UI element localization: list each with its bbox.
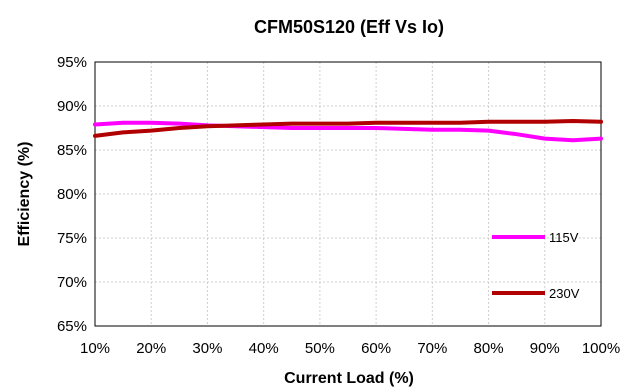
x-tick-label: 90% (530, 340, 560, 357)
series-lines (93, 119, 603, 143)
y-tick-label: 70% (57, 274, 87, 291)
x-tick-label: 20% (136, 340, 166, 357)
x-tick-label: 40% (249, 340, 279, 357)
x-axis-ticks: 10% 20% 30% 40% 50% 60% 70% 80% 90% 100% (80, 340, 620, 357)
x-tick-label: 70% (417, 340, 447, 357)
x-axis-title: Current Load (%) (284, 370, 414, 387)
y-tick-label: 90% (57, 98, 87, 115)
legend-label: 115V (549, 230, 579, 245)
plot-frame (94, 61, 602, 327)
x-tick-label: 100% (582, 340, 620, 357)
legend: 115V 230V (492, 230, 580, 301)
y-tick-label: 65% (57, 318, 87, 335)
y-tick-label: 85% (57, 142, 87, 159)
chart-title: CFM50S120 (Eff Vs Io) (254, 17, 444, 37)
y-tick-label: 80% (57, 186, 87, 203)
y-tick-label: 75% (57, 230, 87, 247)
x-tick-label: 30% (192, 340, 222, 357)
series-line-115V (93, 120, 603, 143)
x-tick-label: 80% (474, 340, 504, 357)
legend-label: 230V (549, 286, 580, 301)
x-tick-label: 10% (80, 340, 110, 357)
y-axis-ticks: 65% 70% 75% 80% 85% 90% 95% (57, 54, 87, 335)
gridlines (95, 62, 601, 326)
y-tick-label: 95% (57, 54, 87, 71)
x-tick-label: 60% (361, 340, 391, 357)
y-axis-title: Efficiency (%) (16, 142, 33, 247)
series-line-230V (93, 119, 603, 138)
x-tick-label: 50% (305, 340, 335, 357)
